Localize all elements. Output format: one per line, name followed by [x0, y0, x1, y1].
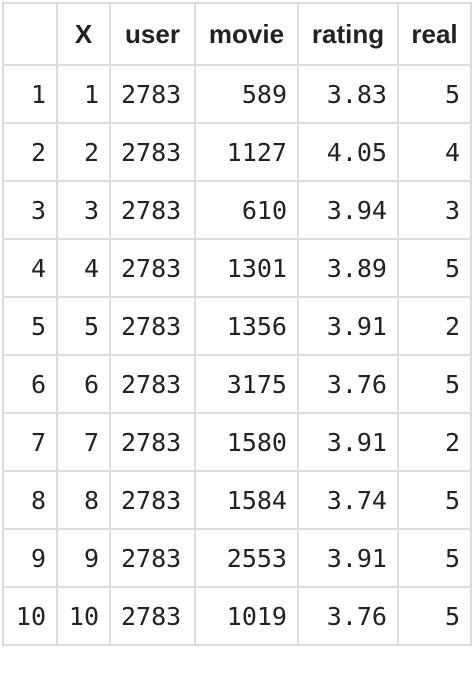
cell-movie: 589 — [194, 64, 299, 124]
cell-real: 5 — [397, 64, 472, 124]
cell-x: 9 — [56, 528, 111, 588]
table-row: 2 2 2783 1127 4.05 4 — [2, 122, 472, 182]
cell-rating: 3.76 — [297, 586, 399, 646]
cell-x: 5 — [56, 296, 111, 356]
table-row: 7 7 2783 1580 3.91 2 — [2, 412, 472, 472]
header-real: real — [397, 2, 472, 66]
cell-rating: 3.91 — [297, 528, 399, 588]
table-row: 10 10 2783 1019 3.76 5 — [2, 586, 472, 646]
cell-index: 5 — [2, 296, 58, 356]
cell-index: 3 — [2, 180, 58, 240]
cell-index: 6 — [2, 354, 58, 414]
cell-real: 2 — [397, 296, 472, 356]
cell-real: 5 — [397, 238, 472, 298]
table-row: 5 5 2783 1356 3.91 2 — [2, 296, 472, 356]
cell-movie: 1301 — [194, 238, 299, 298]
cell-movie: 2553 — [194, 528, 299, 588]
header-user: user — [109, 2, 196, 66]
cell-rating: 3.91 — [297, 412, 399, 472]
cell-real: 5 — [397, 528, 472, 588]
cell-rating: 3.76 — [297, 354, 399, 414]
cell-user: 2783 — [109, 122, 196, 182]
cell-real: 5 — [397, 470, 472, 530]
cell-rating: 3.83 — [297, 64, 399, 124]
cell-x: 3 — [56, 180, 111, 240]
cell-user: 2783 — [109, 180, 196, 240]
cell-x: 7 — [56, 412, 111, 472]
cell-rating: 4.05 — [297, 122, 399, 182]
cell-user: 2783 — [109, 412, 196, 472]
table-row: 8 8 2783 1584 3.74 5 — [2, 470, 472, 530]
cell-index: 7 — [2, 412, 58, 472]
table-row: 9 9 2783 2553 3.91 5 — [2, 528, 472, 588]
cell-index: 8 — [2, 470, 58, 530]
table-row: 6 6 2783 3175 3.76 5 — [2, 354, 472, 414]
cell-user: 2783 — [109, 470, 196, 530]
table-row: 3 3 2783 610 3.94 3 — [2, 180, 472, 240]
cell-user: 2783 — [109, 238, 196, 298]
cell-x: 1 — [56, 64, 111, 124]
cell-user: 2783 — [109, 354, 196, 414]
cell-real: 3 — [397, 180, 472, 240]
cell-user: 2783 — [109, 64, 196, 124]
cell-index: 9 — [2, 528, 58, 588]
table-body: 1 1 2783 589 3.83 5 2 2 2783 1127 4.05 4… — [2, 64, 472, 646]
cell-user: 2783 — [109, 528, 196, 588]
header-index — [2, 2, 58, 66]
cell-real: 2 — [397, 412, 472, 472]
cell-x: 4 — [56, 238, 111, 298]
cell-rating: 3.89 — [297, 238, 399, 298]
cell-index: 10 — [2, 586, 58, 646]
header-row: X user movie rating real — [2, 2, 472, 66]
cell-movie: 1356 — [194, 296, 299, 356]
header-rating: rating — [297, 2, 399, 66]
data-table: X user movie rating real 1 1 2783 589 3.… — [2, 2, 472, 646]
cell-index: 4 — [2, 238, 58, 298]
cell-rating: 3.74 — [297, 470, 399, 530]
cell-movie: 3175 — [194, 354, 299, 414]
cell-x: 8 — [56, 470, 111, 530]
table-row: 1 1 2783 589 3.83 5 — [2, 64, 472, 124]
cell-user: 2783 — [109, 296, 196, 356]
cell-real: 5 — [397, 354, 472, 414]
table-row: 4 4 2783 1301 3.89 5 — [2, 238, 472, 298]
cell-rating: 3.94 — [297, 180, 399, 240]
cell-movie: 610 — [194, 180, 299, 240]
cell-x: 10 — [56, 586, 111, 646]
cell-user: 2783 — [109, 586, 196, 646]
cell-movie: 1584 — [194, 470, 299, 530]
cell-real: 5 — [397, 586, 472, 646]
cell-movie: 1019 — [194, 586, 299, 646]
header-movie: movie — [194, 2, 299, 66]
cell-movie: 1127 — [194, 122, 299, 182]
header-x: X — [56, 2, 111, 66]
cell-index: 2 — [2, 122, 58, 182]
cell-movie: 1580 — [194, 412, 299, 472]
cell-rating: 3.91 — [297, 296, 399, 356]
cell-index: 1 — [2, 64, 58, 124]
cell-x: 2 — [56, 122, 111, 182]
cell-real: 4 — [397, 122, 472, 182]
cell-x: 6 — [56, 354, 111, 414]
